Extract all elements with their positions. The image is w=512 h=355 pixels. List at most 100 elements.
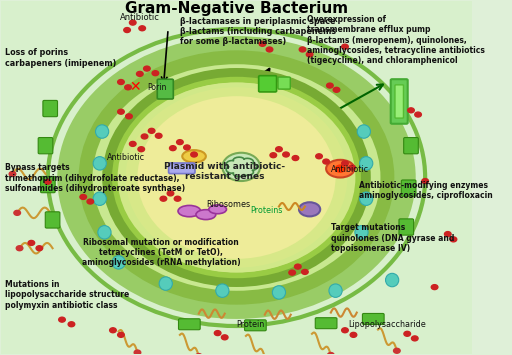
- Circle shape: [87, 199, 94, 204]
- Circle shape: [408, 108, 414, 113]
- FancyBboxPatch shape: [168, 163, 195, 174]
- FancyBboxPatch shape: [38, 137, 53, 154]
- Ellipse shape: [93, 192, 106, 206]
- Ellipse shape: [355, 225, 368, 239]
- Circle shape: [215, 331, 221, 335]
- Circle shape: [275, 147, 282, 152]
- FancyBboxPatch shape: [179, 319, 200, 330]
- Circle shape: [444, 231, 451, 236]
- Circle shape: [270, 153, 276, 158]
- FancyBboxPatch shape: [391, 79, 408, 124]
- Circle shape: [155, 133, 162, 138]
- FancyBboxPatch shape: [43, 100, 57, 117]
- Ellipse shape: [57, 36, 416, 319]
- Ellipse shape: [182, 150, 206, 163]
- Circle shape: [327, 83, 333, 88]
- Circle shape: [45, 179, 51, 184]
- FancyBboxPatch shape: [278, 77, 290, 89]
- Circle shape: [130, 20, 136, 25]
- Ellipse shape: [209, 205, 226, 214]
- Circle shape: [118, 109, 124, 114]
- Circle shape: [222, 153, 260, 181]
- Text: Antibiotic: Antibiotic: [106, 153, 145, 162]
- Ellipse shape: [125, 87, 347, 268]
- Circle shape: [422, 179, 429, 184]
- Circle shape: [9, 171, 16, 176]
- Circle shape: [283, 152, 289, 157]
- FancyBboxPatch shape: [403, 137, 418, 154]
- Circle shape: [394, 348, 400, 353]
- Circle shape: [177, 140, 183, 144]
- Text: Bypass targets
trimethoprim (dihydrofolate reductase),
sulfonamides (dihydropter: Bypass targets trimethoprim (dihydrofola…: [6, 163, 185, 193]
- Ellipse shape: [98, 225, 111, 239]
- Circle shape: [191, 152, 197, 157]
- Circle shape: [221, 335, 228, 340]
- Ellipse shape: [326, 160, 354, 178]
- Text: Lipopolysaccharide: Lipopolysaccharide: [349, 320, 426, 329]
- Text: Gram-Negative Bacterium: Gram-Negative Bacterium: [125, 1, 348, 16]
- Circle shape: [36, 246, 42, 251]
- FancyBboxPatch shape: [395, 85, 403, 118]
- Circle shape: [184, 145, 190, 150]
- FancyBboxPatch shape: [40, 176, 55, 193]
- Text: Overexpression of
transmembrane efflux pump
β-lactams (meropenem), quinolones,
a: Overexpression of transmembrane efflux p…: [307, 15, 485, 65]
- Text: Mutations in
lipopolysaccharide structure
polymyxin antibiotic class: Mutations in lipopolysaccharide structur…: [6, 280, 130, 310]
- Circle shape: [152, 71, 159, 76]
- Circle shape: [139, 26, 145, 31]
- Circle shape: [148, 129, 155, 133]
- FancyBboxPatch shape: [362, 313, 384, 324]
- Circle shape: [431, 285, 438, 290]
- Circle shape: [80, 195, 87, 200]
- Circle shape: [124, 28, 131, 33]
- Text: Loss of porins
carbapeners (imipenem): Loss of porins carbapeners (imipenem): [6, 48, 117, 68]
- Ellipse shape: [272, 286, 286, 299]
- Circle shape: [306, 52, 313, 57]
- Circle shape: [294, 264, 301, 269]
- FancyBboxPatch shape: [245, 320, 266, 331]
- Circle shape: [59, 317, 66, 322]
- FancyBboxPatch shape: [259, 76, 276, 92]
- Text: Ribosomal mutation or modification
tetracyclines (TetM or TetO),
aminoglycosides: Ribosomal mutation or modification tetra…: [82, 237, 240, 267]
- Circle shape: [316, 154, 323, 159]
- Ellipse shape: [178, 206, 201, 217]
- Circle shape: [110, 328, 116, 333]
- Circle shape: [138, 147, 144, 152]
- Circle shape: [14, 211, 20, 215]
- Ellipse shape: [137, 96, 335, 259]
- Circle shape: [169, 146, 176, 151]
- Ellipse shape: [359, 157, 373, 170]
- Circle shape: [118, 80, 124, 84]
- Ellipse shape: [357, 125, 371, 138]
- Circle shape: [342, 44, 348, 49]
- Circle shape: [342, 328, 348, 333]
- Circle shape: [335, 164, 346, 173]
- Text: Antibiotic: Antibiotic: [331, 165, 369, 174]
- Circle shape: [125, 114, 132, 119]
- Ellipse shape: [299, 202, 320, 217]
- Circle shape: [450, 237, 457, 242]
- Ellipse shape: [196, 210, 216, 220]
- Ellipse shape: [109, 75, 364, 280]
- Text: β-lactamases in periplasmic space
β-lactams (including carbapenems
for some β-la: β-lactamases in periplasmic space β-lact…: [180, 17, 336, 47]
- Circle shape: [196, 354, 202, 355]
- Ellipse shape: [359, 192, 373, 206]
- Circle shape: [350, 332, 357, 337]
- Circle shape: [342, 161, 348, 166]
- Circle shape: [141, 134, 148, 139]
- Circle shape: [118, 332, 124, 337]
- Circle shape: [349, 165, 355, 170]
- Circle shape: [292, 155, 299, 160]
- FancyBboxPatch shape: [45, 212, 60, 228]
- Ellipse shape: [96, 125, 109, 138]
- Circle shape: [328, 353, 334, 355]
- Circle shape: [302, 269, 308, 274]
- Ellipse shape: [93, 157, 106, 170]
- Circle shape: [143, 66, 150, 71]
- Ellipse shape: [216, 284, 229, 297]
- Circle shape: [333, 87, 340, 92]
- Circle shape: [137, 71, 143, 76]
- Text: Antibiotic: Antibiotic: [120, 13, 160, 22]
- Circle shape: [266, 47, 273, 52]
- Ellipse shape: [329, 284, 342, 297]
- Circle shape: [130, 141, 136, 146]
